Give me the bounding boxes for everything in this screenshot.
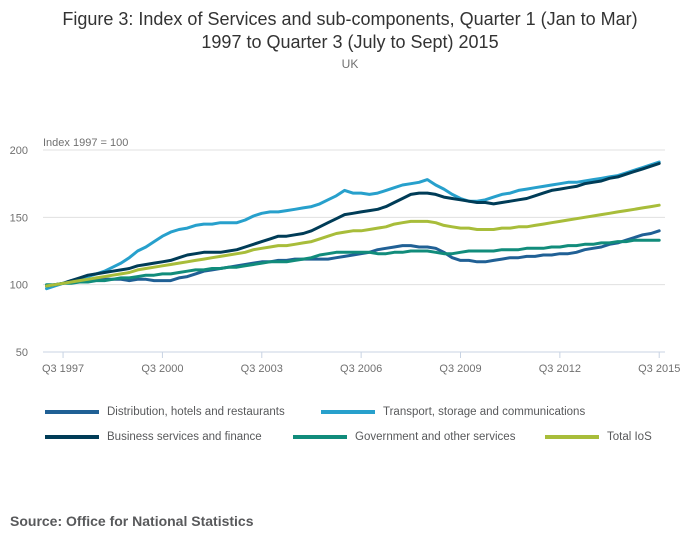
legend-label: Total IoS (607, 431, 652, 443)
y-tick-label: 100 (10, 280, 28, 292)
legend-item-transport[interactable]: Transport, storage and communications (321, 406, 585, 418)
x-tick-label: Q3 2006 (340, 363, 382, 375)
y-tick-label: 50 (16, 347, 28, 359)
legend-item-government[interactable]: Government and other services (293, 431, 515, 443)
series-line-government-and-other-services (45, 238, 661, 287)
legend-label: Business services and finance (107, 431, 262, 443)
series-line-total-ios (45, 203, 661, 288)
x-tick-label: Q3 2003 (241, 363, 283, 375)
legend-label: Transport, storage and communications (383, 406, 586, 418)
legend-label: Distribution, hotels and restaurants (107, 406, 285, 418)
x-tick-label: Q3 1997 (42, 363, 84, 375)
series-line-distribution-hotels-and-restaurants (45, 229, 661, 288)
legend-swatch-government (293, 435, 347, 439)
y-tick-label: 200 (10, 145, 28, 157)
series-line-business-services-and-finance (45, 162, 661, 288)
chart-subtitle: UK (341, 57, 359, 71)
x-tick-label: Q3 2015 (638, 363, 680, 375)
x-tick-label: Q3 2012 (539, 363, 581, 375)
legend-swatch-total-ios (545, 435, 599, 439)
legend-label: Government and other services (355, 431, 516, 443)
legend-swatch-transport (321, 410, 375, 414)
x-tick-label: Q3 2000 (141, 363, 183, 375)
gridlines (43, 149, 665, 286)
source-note: Source: Office for National Statistics (10, 513, 254, 529)
chart-title-line-1: Figure 3: Index of Services and sub-comp… (62, 9, 638, 29)
chart-title-line-2: 1997 to Quarter 3 (July to Sept) 2015 (201, 32, 499, 52)
y-axis-label: Index 1997 = 100 (43, 137, 128, 149)
chart-title: Figure 3: Index of Services and sub-comp… (0, 8, 700, 54)
legend-item-distribution[interactable]: Distribution, hotels and restaurants (45, 406, 285, 418)
legend-item-total-ios[interactable]: Total IoS (545, 431, 652, 443)
line-chart: Index 1997 = 100 50 100 150 200 Q3 1997 Q3 2… (10, 137, 681, 375)
legend-swatch-distribution (45, 410, 99, 414)
y-tick-label: 150 (10, 212, 28, 224)
y-axis-ticks: 50 100 150 200 (10, 145, 28, 359)
legend-swatch-business (45, 435, 99, 439)
legend-item-business[interactable]: Business services and finance (45, 431, 262, 443)
series-lines (45, 160, 661, 291)
x-tick-label: Q3 2009 (439, 363, 481, 375)
series-line-transport-storage-and-communications (45, 160, 661, 291)
x-axis: Q3 1997 Q3 2000 Q3 2003 Q3 2006 Q3 2009 Q3 20… (42, 351, 680, 375)
